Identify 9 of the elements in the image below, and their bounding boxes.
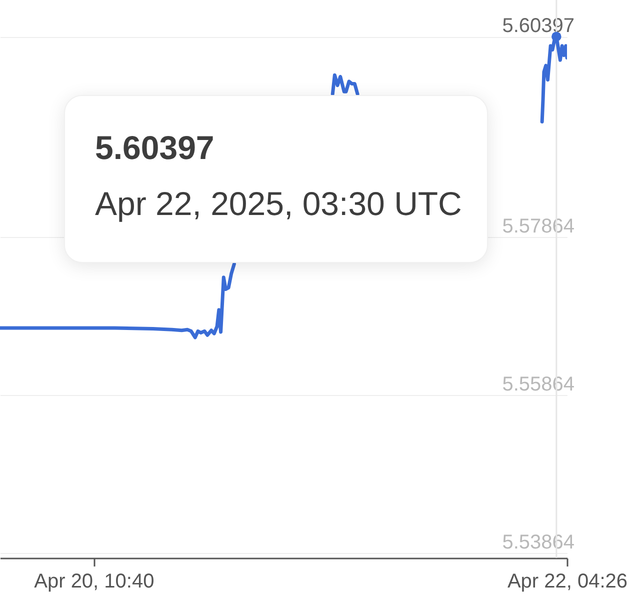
annotation: 5.60397	[95, 128, 214, 168]
x-tick-label: Apr 20, 10:40	[34, 570, 154, 592]
y-tick-label: 5.57864	[502, 215, 574, 238]
tooltip: 5.60397 Apr 22, 2025, 03:30 UTC	[64, 95, 488, 263]
y-tick-label: 5.60397	[502, 15, 574, 38]
y-tick-label: 5.55864	[502, 373, 574, 396]
x-tick-label: Apr 22, 04:26	[507, 570, 628, 592]
annotation: Apr 22, 2025, 03:30 UTC	[95, 184, 462, 224]
y-tick-label: 5.53864	[502, 531, 574, 554]
